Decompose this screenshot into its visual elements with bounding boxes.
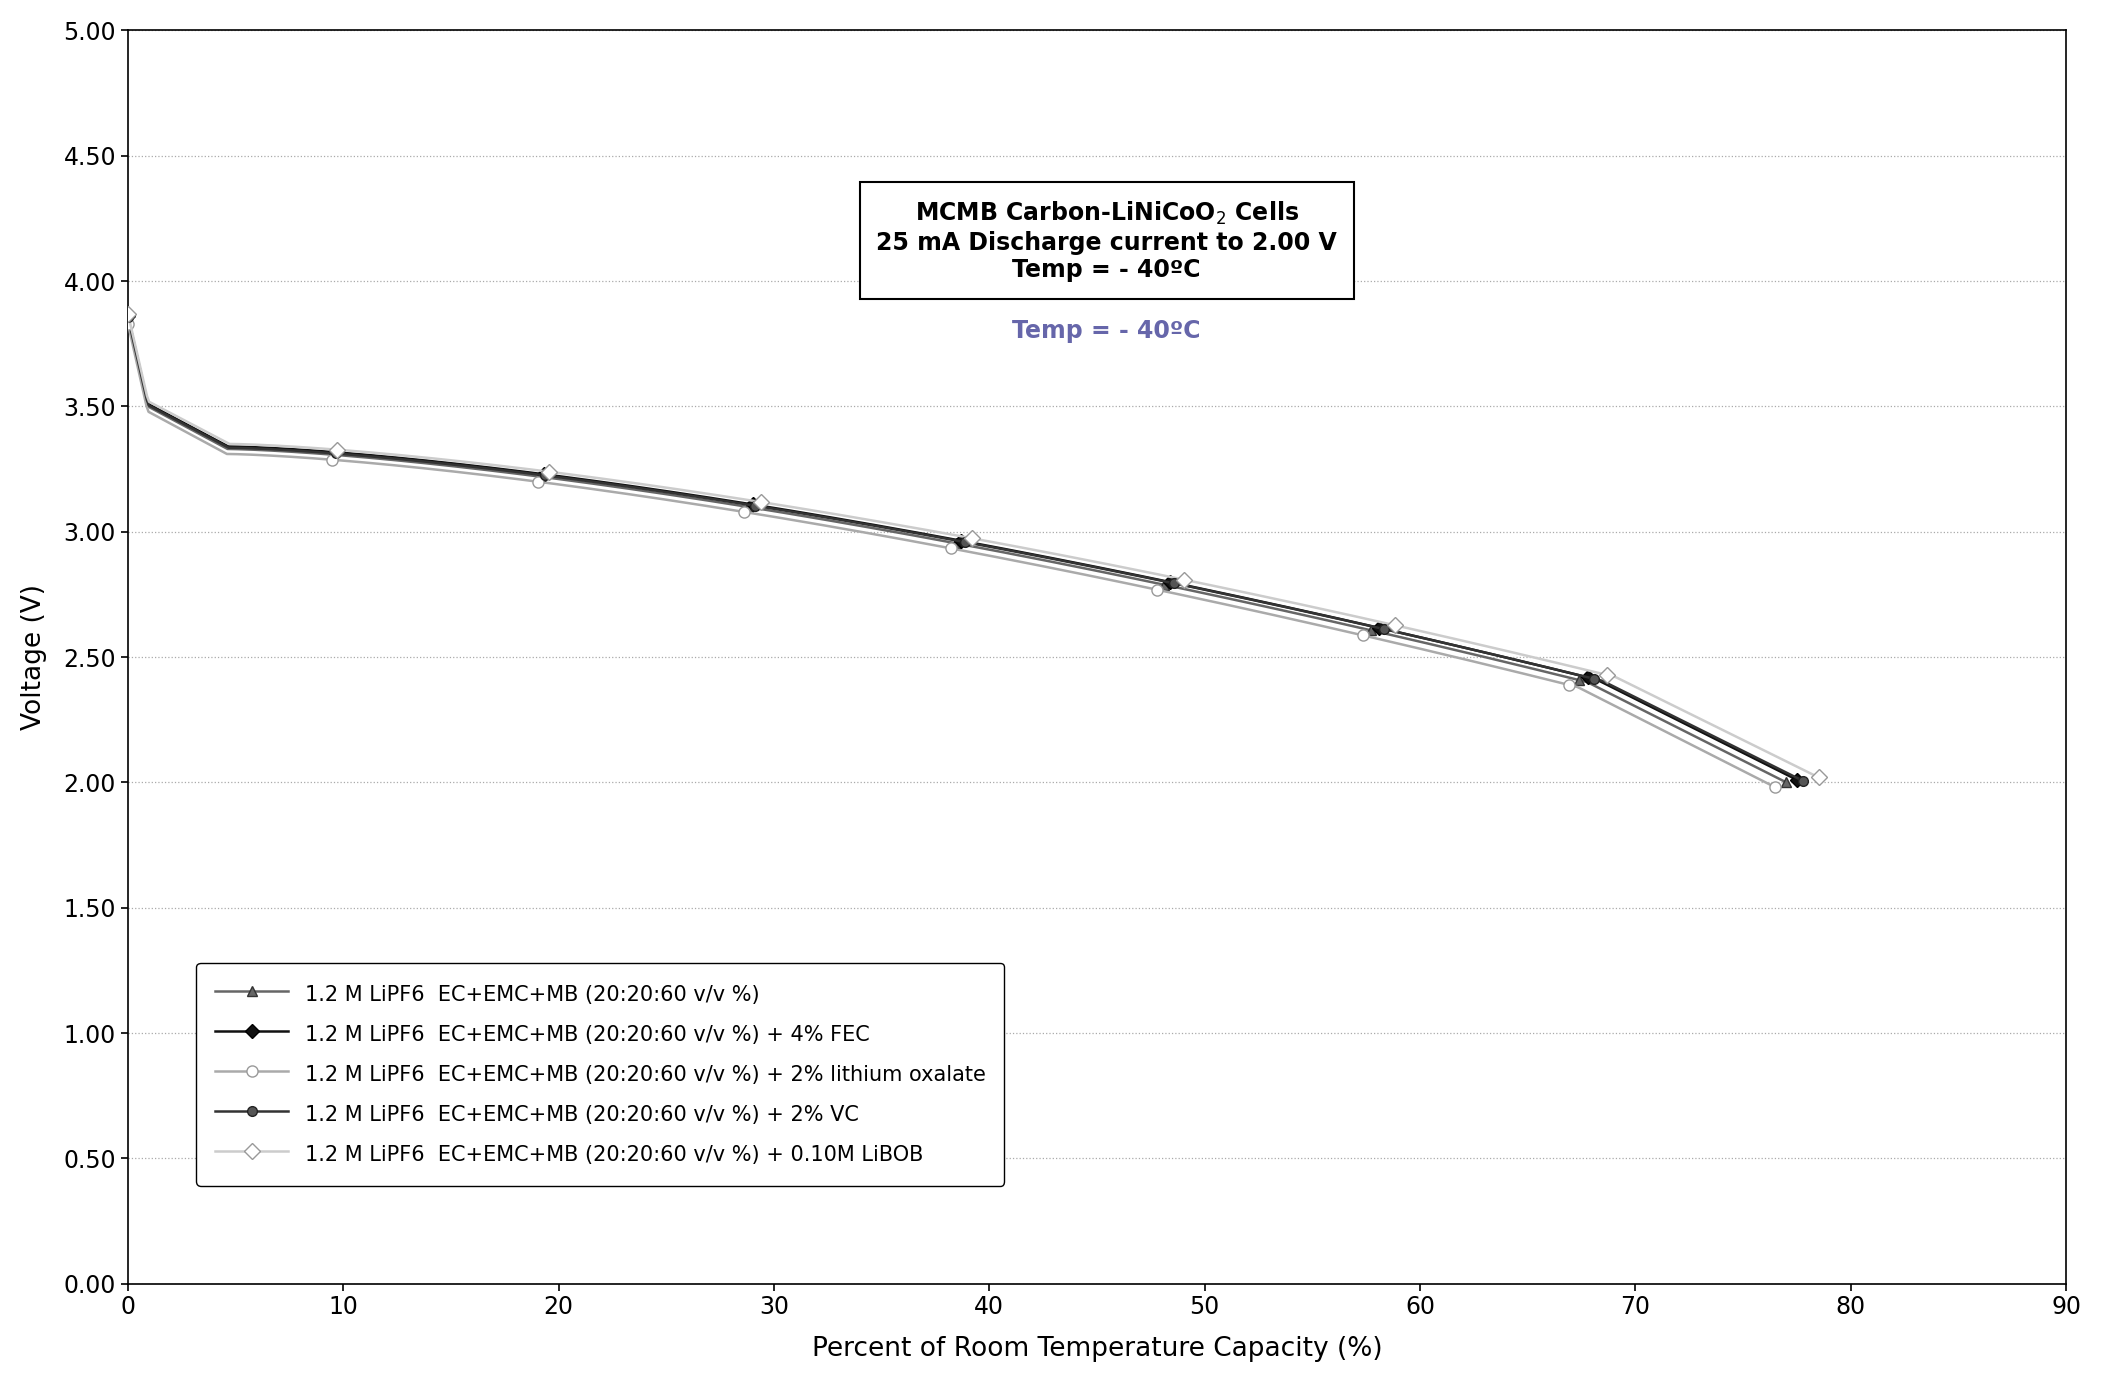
Text: MCMB Carbon-LiNiCoO$_2$ Cells
25 mA Discharge current to 2.00 V
Temp = - 40ºC: MCMB Carbon-LiNiCoO$_2$ Cells 25 mA Disc… [877, 199, 1337, 282]
Legend: 1.2 M LiPF6  EC+EMC+MB (20:20:60 v/v %), 1.2 M LiPF6  EC+EMC+MB (20:20:60 v/v %): 1.2 M LiPF6 EC+EMC+MB (20:20:60 v/v %), … [195, 963, 1005, 1185]
Y-axis label: Voltage (V): Voltage (V) [21, 584, 46, 730]
X-axis label: Percent of Room Temperature Capacity (%): Percent of Room Temperature Capacity (%) [811, 1336, 1383, 1362]
Text: Temp = - 40ºC: Temp = - 40ºC [1013, 318, 1200, 343]
